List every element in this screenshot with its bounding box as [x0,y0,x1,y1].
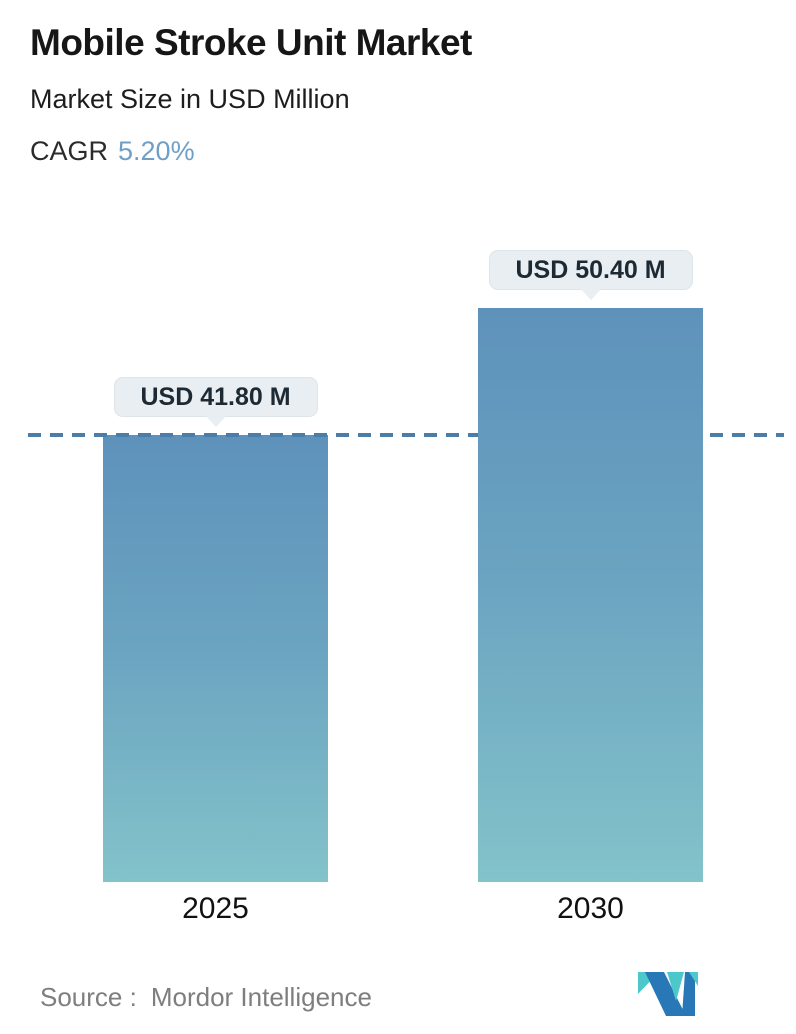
x-axis-label-2025: 2025 [182,892,249,925]
x-axis-label-2030: 2030 [557,892,624,925]
logo-blue-right-bar [682,972,695,1016]
logo-blue-diagonal-band [645,972,686,1016]
page-title: Mobile Stroke Unit Market [30,22,472,63]
mordor-intelligence-logo [638,972,698,1016]
value-label-2025: USD 41.80 M [113,377,318,417]
value-label-2030: USD 50.40 M [488,250,693,290]
logo-teal-corner-triangle [689,972,698,986]
bar-2025 [103,435,328,882]
source-label: Source : [40,982,137,1012]
reference-dash-line [28,433,784,437]
cagr-value: 5.20% [118,136,195,166]
source-attribution: Source : Mordor Intelligence [40,982,372,1013]
cagr-row: CAGR 5.20% [30,136,195,167]
source-value: Mordor Intelligence [150,982,372,1012]
bar-2030 [478,308,703,882]
cagr-label: CAGR [30,136,109,166]
logo-teal-middle-triangle [667,972,684,1001]
chart-subtitle: Market Size in USD Million [30,84,350,114]
